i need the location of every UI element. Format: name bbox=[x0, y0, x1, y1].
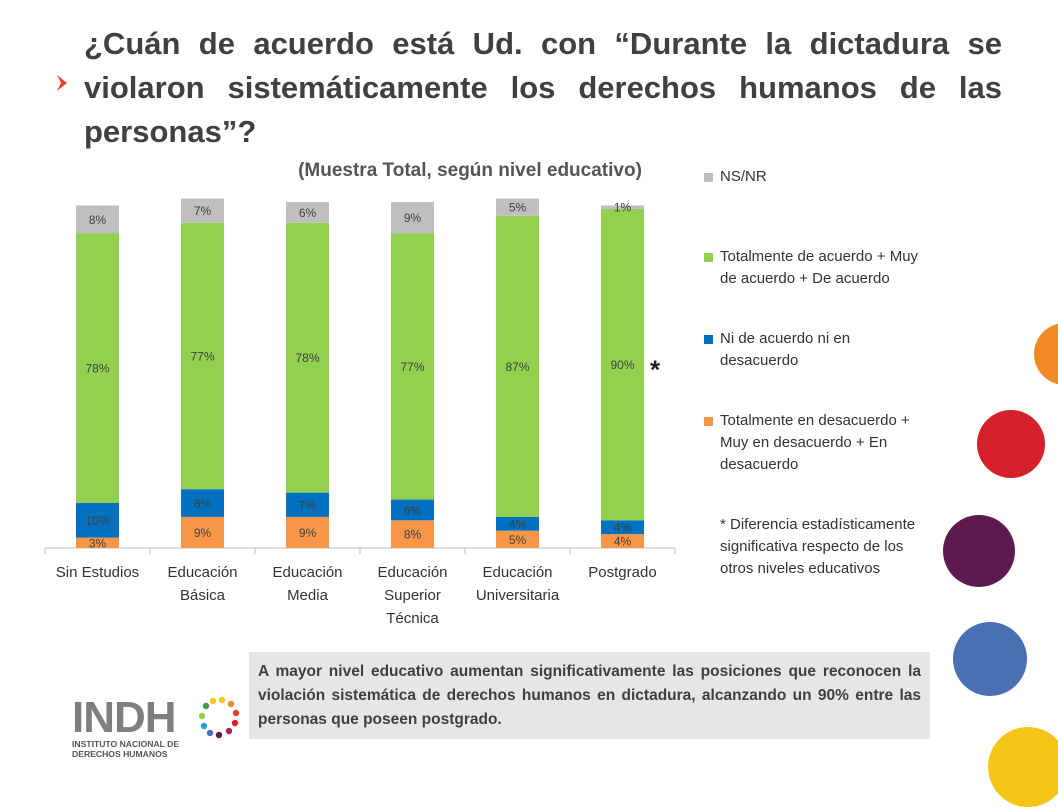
data-label: 78% bbox=[85, 362, 109, 376]
data-label: 8% bbox=[404, 528, 422, 542]
data-label: 77% bbox=[400, 360, 424, 374]
bar-segment bbox=[181, 222, 224, 490]
indh-logo: INDH INSTITUTO NACIONAL DE DERECHOS HUMA… bbox=[72, 693, 240, 759]
significance-marker: * bbox=[650, 355, 661, 385]
bar-segment bbox=[286, 516, 329, 548]
legend-label-neutral: Ni de acuerdo ni en desacuerdo bbox=[720, 330, 851, 369]
data-label: 3% bbox=[89, 536, 107, 550]
data-label: 7% bbox=[299, 498, 317, 512]
legend-item-desacuerdo: Totalmente en desacuerdo + Muy en desacu… bbox=[704, 410, 930, 476]
x-tick-label: Universitaria bbox=[476, 587, 560, 604]
legend-swatch-ns-nr bbox=[704, 173, 713, 182]
data-label: 77% bbox=[190, 349, 214, 363]
decorative-circle-blue bbox=[953, 622, 1027, 696]
decorative-circle-red bbox=[977, 410, 1045, 478]
legend-swatch-neutral bbox=[704, 335, 713, 344]
x-tick-label: Educación bbox=[167, 564, 237, 581]
data-label: 5% bbox=[509, 201, 527, 215]
data-label: 9% bbox=[299, 526, 317, 540]
data-label: 1% bbox=[614, 201, 632, 215]
bar-segment bbox=[76, 233, 119, 504]
bar-segment bbox=[496, 516, 539, 531]
data-label: 4% bbox=[614, 521, 632, 535]
bar-segment bbox=[286, 202, 329, 223]
conclusion-text: A mayor nivel educativo aumentan signifi… bbox=[258, 663, 921, 728]
bar-segment bbox=[391, 233, 434, 500]
bar-segment bbox=[496, 215, 539, 517]
data-label: 6% bbox=[404, 503, 422, 517]
decorative-circle-orange bbox=[1034, 323, 1058, 385]
legend-swatch-desacuerdo bbox=[704, 417, 713, 426]
logo-line1: INSTITUTO NACIONAL DE bbox=[72, 739, 179, 749]
legend-label-ns-nr: NS/NR bbox=[720, 168, 767, 185]
legend-item-neutral: Ni de acuerdo ni en desacuerdo bbox=[704, 328, 930, 372]
data-label: 90% bbox=[610, 358, 634, 372]
logo-dot-ring bbox=[198, 696, 240, 739]
legend-item-acuerdo: Totalmente de acuerdo + Muy de acuerdo +… bbox=[704, 246, 930, 290]
data-label: 8% bbox=[89, 213, 107, 227]
logo-line2: DERECHOS HUMANOS bbox=[72, 749, 168, 759]
legend-label-acuerdo: Totalmente de acuerdo + Muy de acuerdo +… bbox=[720, 248, 919, 287]
data-label: 7% bbox=[194, 204, 212, 218]
bar-segment bbox=[391, 499, 434, 521]
x-tick-label: Técnica bbox=[386, 610, 439, 627]
x-tick-label: Superior bbox=[384, 587, 441, 604]
bar-segment bbox=[496, 530, 539, 548]
x-tick-label: Postgrado bbox=[588, 564, 656, 581]
chevron-right-icon bbox=[57, 75, 67, 91]
slide-title: ¿Cuán de acuerdo está Ud. con “Durante l… bbox=[84, 26, 1002, 149]
bar-segment bbox=[181, 516, 224, 548]
data-label: 4% bbox=[614, 535, 632, 549]
legend-item-ns-nr: NS/NR bbox=[704, 166, 930, 188]
bar-segment bbox=[496, 198, 539, 216]
data-label: 9% bbox=[404, 211, 422, 225]
legend-swatch-acuerdo bbox=[704, 253, 713, 262]
data-label: 4% bbox=[509, 517, 527, 531]
bar-segment bbox=[76, 503, 119, 538]
bar-segment bbox=[76, 205, 119, 234]
bar-segment bbox=[181, 198, 224, 223]
x-tick-label: Media bbox=[287, 587, 329, 604]
bar-segment bbox=[286, 222, 329, 493]
chart-subtitle: (Muestra Total, según nivel educativo) bbox=[298, 160, 642, 181]
data-label: 78% bbox=[295, 351, 319, 365]
data-label: 5% bbox=[509, 533, 527, 547]
bar-segment bbox=[601, 534, 644, 548]
bar-segment bbox=[601, 205, 644, 209]
data-label: 87% bbox=[505, 360, 529, 374]
x-tick-label: Educación bbox=[272, 564, 342, 581]
x-tick-label: Educación bbox=[377, 564, 447, 581]
data-label: 9% bbox=[194, 526, 212, 540]
logo-acronym: INDH bbox=[72, 693, 176, 742]
bar-segment bbox=[76, 537, 119, 548]
significance-footnote: * Diferencia estadísticamente significat… bbox=[720, 516, 916, 577]
bar-segment bbox=[391, 520, 434, 548]
bar-segment bbox=[391, 202, 434, 234]
data-label: 8% bbox=[194, 497, 212, 511]
x-tick-label: Educación bbox=[482, 564, 552, 581]
x-tick-label: Sin Estudios bbox=[56, 564, 139, 581]
bar-segment bbox=[286, 492, 329, 517]
data-label: 6% bbox=[299, 206, 317, 220]
x-tick-label: Básica bbox=[180, 587, 226, 604]
bar-segment bbox=[601, 520, 644, 535]
bar-segment bbox=[601, 208, 644, 521]
legend-label-desacuerdo: Totalmente en desacuerdo + Muy en desacu… bbox=[720, 412, 910, 473]
conclusion-box: A mayor nivel educativo aumentan signifi… bbox=[249, 652, 930, 739]
bar-segment bbox=[181, 489, 224, 517]
decorative-circle-yellow bbox=[988, 727, 1058, 807]
data-label: 10% bbox=[85, 514, 109, 528]
decorative-circle-purple bbox=[943, 515, 1015, 587]
